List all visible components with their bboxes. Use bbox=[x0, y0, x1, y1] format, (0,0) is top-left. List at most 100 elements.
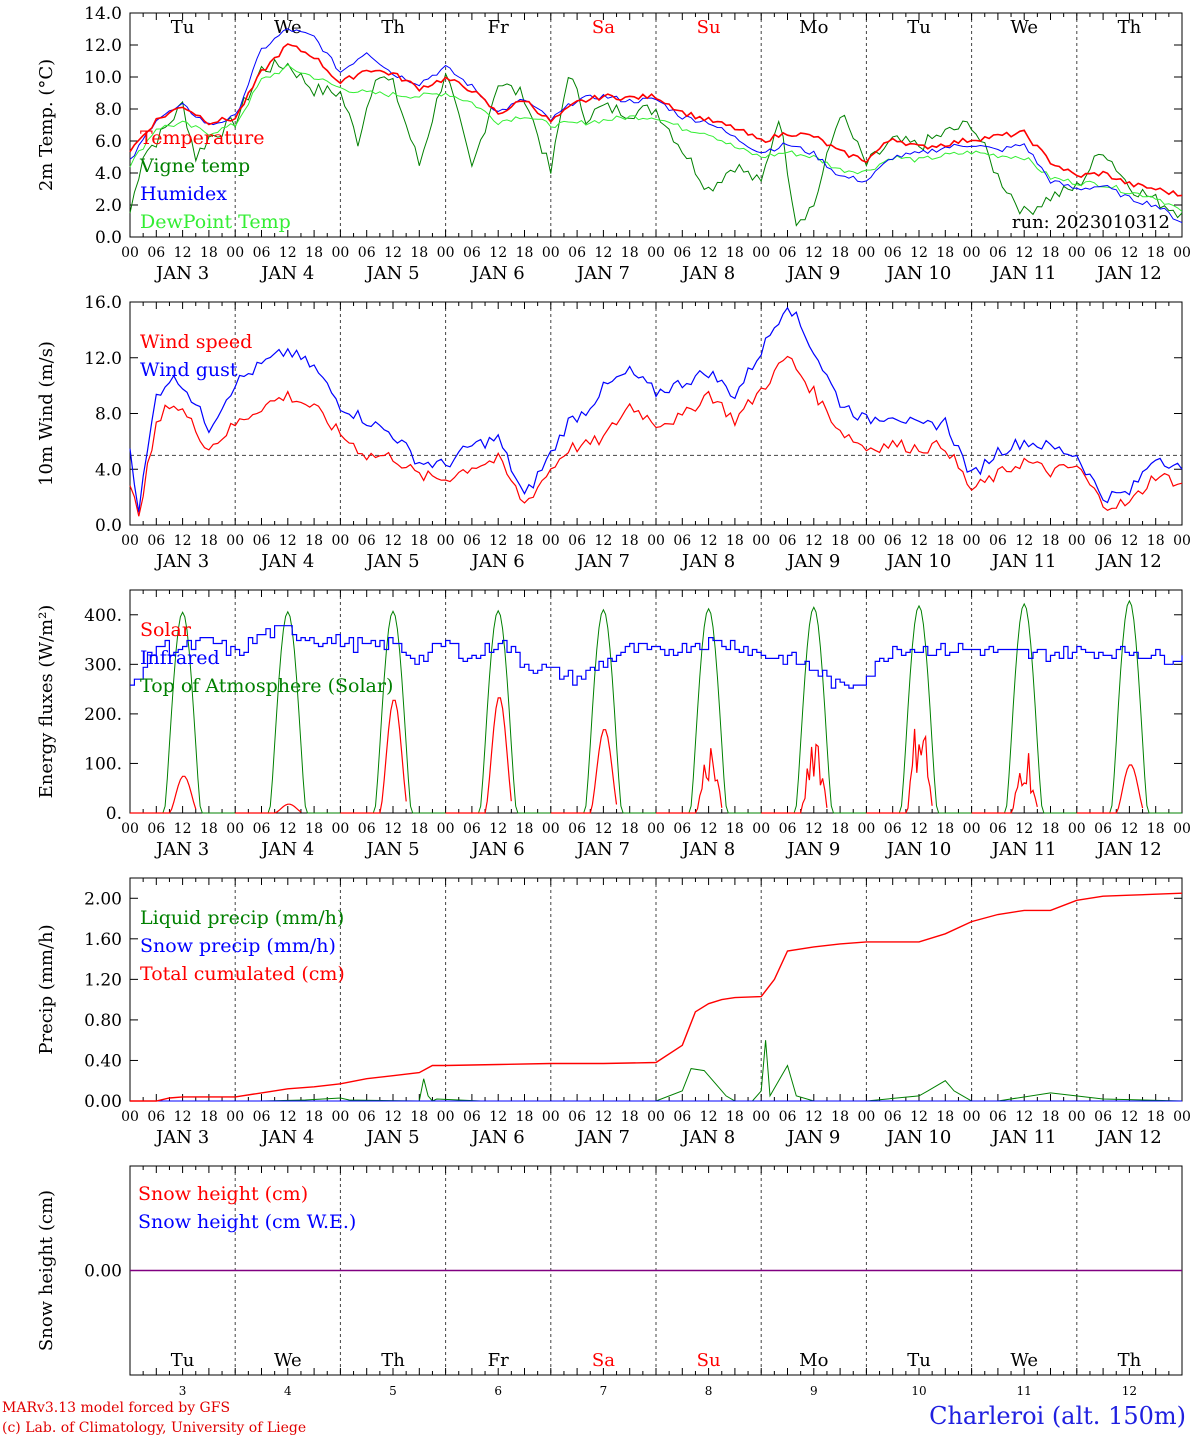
date-label: JAN 10 bbox=[885, 263, 952, 284]
hour-label: 06 bbox=[1094, 821, 1112, 837]
series-line-wind-speed bbox=[129, 355, 1183, 517]
date-label: JAN 10 bbox=[885, 1127, 952, 1148]
station-label: Charleroi (alt. 150m) bbox=[929, 1402, 1186, 1430]
hour-label: 06 bbox=[1094, 245, 1112, 261]
hour-label: 12 bbox=[1120, 821, 1138, 837]
date-label: JAN 12 bbox=[1095, 1127, 1162, 1148]
hour-label: 00 bbox=[331, 1109, 349, 1125]
hour-label: 12 bbox=[279, 1109, 297, 1125]
panel-frame bbox=[129, 589, 1183, 814]
hour-label: 18 bbox=[410, 245, 428, 261]
hour-label: 18 bbox=[1147, 821, 1165, 837]
hour-label: 06 bbox=[358, 1109, 376, 1125]
toa-solar-day bbox=[445, 609, 551, 814]
hour-label: 12 bbox=[279, 821, 297, 837]
weekday-label: Sa bbox=[592, 17, 615, 38]
y-tick-label: 10.0 bbox=[84, 68, 122, 88]
legend-entry: Total cumulated (cm) bbox=[140, 963, 345, 985]
date-label: JAN 8 bbox=[680, 551, 735, 572]
hour-label: 12 bbox=[805, 245, 823, 261]
date-label: JAN 11 bbox=[990, 1127, 1057, 1148]
hour-label: 18 bbox=[726, 821, 744, 837]
date-number-label: 12 bbox=[1122, 1384, 1137, 1398]
weekday-label: Su bbox=[697, 17, 721, 38]
hour-label: 06 bbox=[779, 245, 797, 261]
toa-solar-day bbox=[235, 610, 341, 814]
toa-solar-day bbox=[971, 602, 1077, 814]
hour-label: 12 bbox=[1120, 245, 1138, 261]
weekday-label: Mo bbox=[799, 17, 828, 38]
hour-label: 00 bbox=[1068, 821, 1086, 837]
hour-label: 00 bbox=[857, 245, 875, 261]
hour-label: 06 bbox=[463, 1109, 481, 1125]
y-tick-label: 12.0 bbox=[84, 36, 122, 56]
hour-label: 18 bbox=[1147, 533, 1165, 549]
weekday-label: Th bbox=[1118, 17, 1142, 38]
hour-label: 00 bbox=[1068, 1109, 1086, 1125]
date-label: JAN 4 bbox=[259, 263, 314, 284]
hour-label: 06 bbox=[253, 821, 271, 837]
lab-credit: (c) Lab. of Climatology, University of L… bbox=[2, 1420, 307, 1436]
hour-label: 00 bbox=[437, 821, 455, 837]
y-tick-label: 4.0 bbox=[95, 164, 122, 184]
date-label: JAN 9 bbox=[785, 1127, 840, 1148]
date-label: JAN 5 bbox=[364, 839, 419, 860]
date-label: JAN 11 bbox=[990, 263, 1057, 284]
hour-label: 06 bbox=[568, 821, 586, 837]
hour-label: 12 bbox=[174, 245, 192, 261]
model-credit: MARv3.13 model forced by GFS bbox=[2, 1400, 231, 1416]
date-number-label: 6 bbox=[494, 1384, 502, 1398]
hour-label: 00 bbox=[226, 245, 244, 261]
hour-label: 00 bbox=[226, 821, 244, 837]
date-label: JAN 7 bbox=[575, 263, 630, 284]
y-tick-label: 0.00 bbox=[84, 1092, 122, 1112]
hour-label: 12 bbox=[594, 821, 612, 837]
y-tick-label: 400. bbox=[84, 606, 122, 626]
hour-label: 06 bbox=[463, 821, 481, 837]
hour-label: 18 bbox=[410, 821, 428, 837]
hour-label: 06 bbox=[147, 245, 165, 261]
hour-label: 18 bbox=[936, 533, 954, 549]
hour-label: 00 bbox=[542, 533, 560, 549]
series-line-total-cumulated-cm- bbox=[130, 892, 1183, 1102]
hour-label: 00 bbox=[226, 533, 244, 549]
y-tick-label: 0.80 bbox=[84, 1011, 122, 1031]
y-tick-label: 0. bbox=[106, 804, 122, 824]
hour-label: 18 bbox=[305, 821, 323, 837]
hour-label: 18 bbox=[200, 245, 218, 261]
solar-day bbox=[130, 775, 197, 814]
run-label: run: 2023010312 bbox=[1012, 212, 1170, 233]
legend-entry: Snow height (cm W.E.) bbox=[138, 1211, 356, 1233]
series-line-wind-gust bbox=[129, 306, 1183, 513]
solar-day bbox=[550, 729, 618, 814]
date-label: JAN 3 bbox=[154, 839, 209, 860]
hour-label: 18 bbox=[831, 821, 849, 837]
hour-label: 18 bbox=[831, 1109, 849, 1125]
legend-entry: Wind speed bbox=[140, 331, 252, 353]
hour-label: 18 bbox=[831, 533, 849, 549]
hour-label: 18 bbox=[621, 533, 639, 549]
hour-label: 12 bbox=[700, 245, 718, 261]
date-label: JAN 6 bbox=[470, 551, 525, 572]
y-tick-label: 0.00 bbox=[84, 1262, 122, 1282]
hour-label: 18 bbox=[410, 533, 428, 549]
hour-label: 18 bbox=[726, 245, 744, 261]
hour-label: 06 bbox=[147, 1109, 165, 1125]
date-label: JAN 5 bbox=[364, 263, 419, 284]
hour-label: 12 bbox=[489, 1109, 507, 1125]
hour-label: 12 bbox=[384, 1109, 402, 1125]
date-label: JAN 10 bbox=[885, 551, 952, 572]
weekday-label: Fr bbox=[488, 1350, 509, 1371]
weekday-label: We bbox=[1010, 1350, 1038, 1371]
y-tick-label: 0.0 bbox=[95, 228, 122, 248]
toa-solar-day bbox=[761, 606, 867, 814]
hour-label: 06 bbox=[463, 245, 481, 261]
hour-label: 00 bbox=[647, 821, 665, 837]
y-tick-label: 2.0 bbox=[95, 196, 122, 216]
weekday-label: Th bbox=[381, 17, 405, 38]
hour-label: 18 bbox=[936, 245, 954, 261]
hour-label: 06 bbox=[358, 533, 376, 549]
hour-label: 18 bbox=[1042, 1109, 1060, 1125]
hour-label: 12 bbox=[910, 245, 928, 261]
